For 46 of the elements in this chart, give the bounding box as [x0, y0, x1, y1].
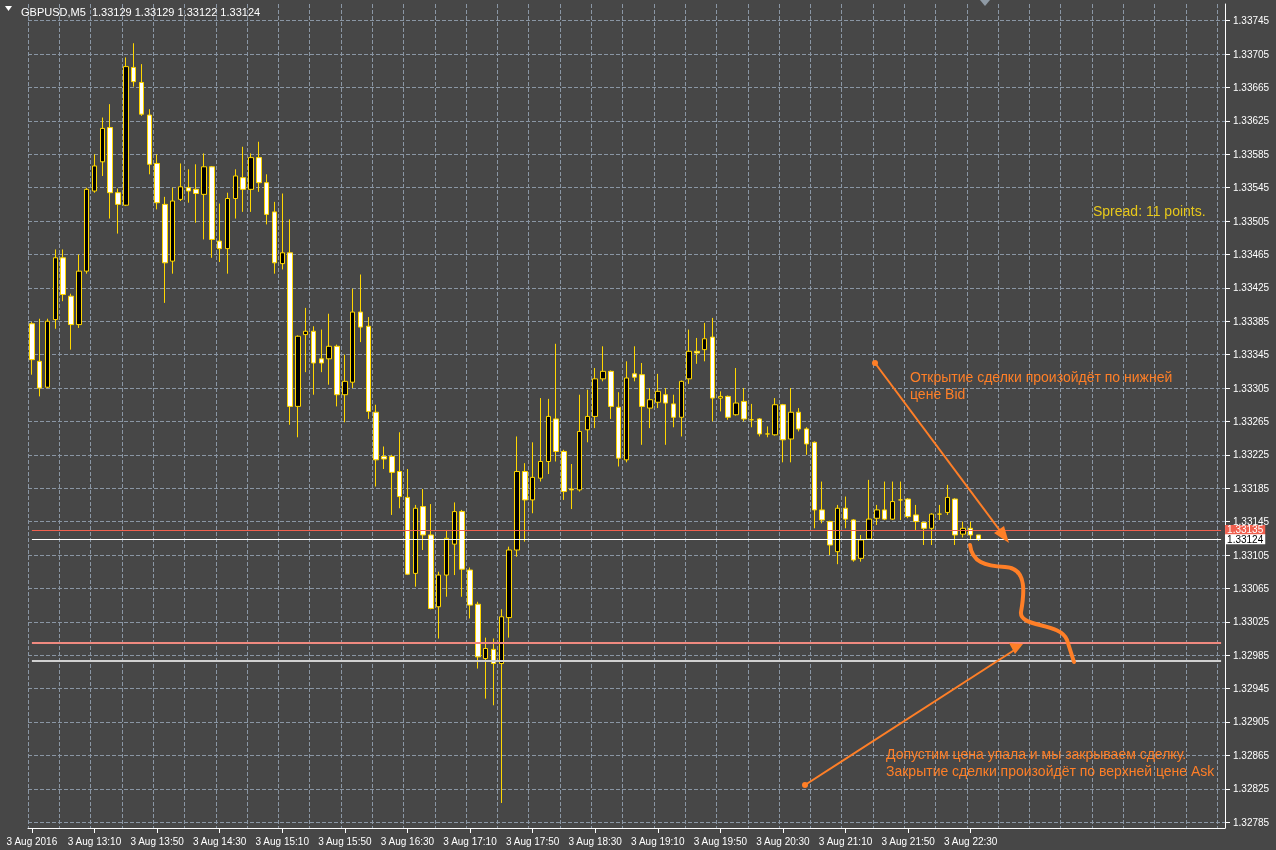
y-tick-label: 1.33545 [1233, 182, 1270, 194]
x-tick-label: 3 Aug 18:30 [568, 835, 623, 847]
x-tick-label: 3 Aug 13:50 [130, 835, 185, 847]
y-tick-label: 1.32865 [1233, 749, 1270, 761]
y-tick-label: 1.33385 [1233, 315, 1270, 327]
x-tick-label: 3 Aug 19:10 [631, 835, 685, 847]
x-tick-label: 3 Aug 17:10 [443, 835, 498, 847]
y-tick-label: 1.33625 [1233, 115, 1270, 127]
annotation: Открытие сделки произойдёт по нижней цене Bid [910, 369, 1173, 403]
y-tick-label: 1.33585 [1233, 148, 1270, 160]
x-tick-label: 3 Aug 19:50 [693, 835, 748, 847]
y-tick-label: 1.32945 [1233, 683, 1270, 695]
ref-line-label: 1.33124 [1227, 533, 1264, 545]
y-tick-label: 1.33745 [1233, 15, 1270, 27]
x-tick-label: 3 Aug 17:50 [505, 835, 560, 847]
y-tick-label: 1.32785 [1233, 816, 1270, 828]
y-tick-label: 1.33105 [1233, 549, 1270, 561]
y-tick-label: 1.33185 [1233, 482, 1270, 494]
x-tick-label: 3 Aug 15:10 [255, 835, 310, 847]
x-tick-label: 3 Aug 22:30 [944, 835, 998, 847]
y-tick-label: 1.33465 [1233, 248, 1270, 260]
y-tick-label: 1.32905 [1233, 716, 1270, 728]
y-tick-label: 1.33505 [1233, 215, 1270, 227]
x-tick-label: 3 Aug 20:30 [756, 835, 811, 847]
y-tick-label: 1.33265 [1233, 415, 1270, 427]
y-tick-label: 1.33225 [1233, 449, 1270, 461]
ref-line-label: 1.33135 [1227, 524, 1264, 536]
annotation: Spread: 11 points. [1093, 203, 1206, 220]
x-tick-label: 3 Aug 2016 [6, 835, 58, 847]
annotation: Допустим цена упала и мы закрываем сделку. Закрытие сделки произойдёт по верхней цене Ask [886, 746, 1215, 780]
x-tick-label: 3 Aug 15:50 [318, 835, 372, 847]
y-tick-label: 1.33665 [1233, 81, 1270, 93]
y-tick-label: 1.33705 [1233, 48, 1270, 60]
y-tick-label: 1.32825 [1233, 783, 1270, 795]
y-tick-label: 1.33425 [1233, 282, 1270, 294]
chart-title: GBPUSD,M5 1.33129 1.33129 1.33122 1.33124 [21, 5, 261, 18]
y-tick-label: 1.33025 [1233, 616, 1270, 628]
x-tick-label: 3 Aug 21:10 [818, 835, 873, 847]
x-tick-label: 3 Aug 21:50 [881, 835, 936, 847]
x-tick-label: 3 Aug 13:10 [67, 835, 122, 847]
y-tick-label: 1.33065 [1233, 582, 1270, 594]
y-tick-label: 1.32985 [1233, 649, 1270, 661]
x-tick-label: 3 Aug 16:30 [380, 835, 435, 847]
x-tick-label: 3 Aug 14:30 [192, 835, 247, 847]
y-tick-label: 1.33345 [1233, 349, 1270, 361]
y-tick-label: 1.33305 [1233, 382, 1270, 394]
